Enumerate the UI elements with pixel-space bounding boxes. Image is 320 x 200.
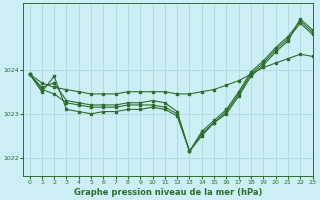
- X-axis label: Graphe pression niveau de la mer (hPa): Graphe pression niveau de la mer (hPa): [74, 188, 262, 197]
